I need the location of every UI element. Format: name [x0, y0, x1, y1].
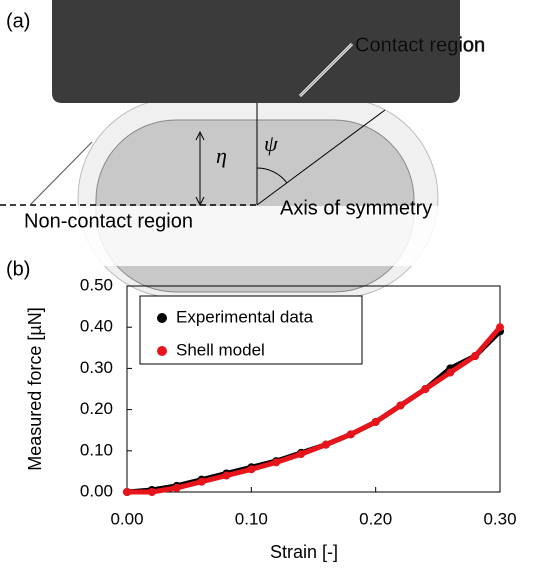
- data-point: [198, 478, 206, 486]
- noncontact-label: Non-contact region: [24, 210, 193, 232]
- data-point: [297, 450, 305, 458]
- legend-marker: [157, 313, 167, 323]
- data-point: [471, 352, 479, 360]
- data-point: [173, 484, 181, 492]
- y-tick-label: 0.30: [80, 358, 113, 377]
- data-point: [421, 385, 429, 393]
- data-point: [247, 465, 255, 473]
- axis-label: Axis of symmetry: [280, 197, 432, 219]
- contact-label: Contact region: [355, 34, 485, 56]
- data-point: [272, 458, 280, 466]
- y-axis-label: Measured force [µN]: [25, 307, 45, 470]
- panel-label: (a): [6, 10, 30, 32]
- legend-label: Experimental data: [176, 307, 314, 326]
- y-tick-label: 0.40: [80, 317, 113, 336]
- page: {"panels": {"a": "(a)", "b": "(b)"}, "di…: [0, 0, 543, 564]
- data-point: [372, 418, 380, 426]
- x-tick-label: 0.20: [359, 509, 392, 528]
- legend-label: Shell model: [176, 340, 265, 359]
- data-point: [123, 488, 131, 496]
- y-tick-label: 0.50: [80, 275, 113, 294]
- figure: (a) Contact region η ψ Non-contact regio…: [0, 0, 543, 564]
- x-axis-label: Strain [-]: [270, 542, 338, 562]
- x-tick-label: 0.30: [483, 509, 516, 528]
- data-point: [148, 488, 156, 496]
- data-point: [322, 441, 330, 449]
- x-tick-label: 0.00: [110, 509, 143, 528]
- y-tick-label: 0.20: [80, 399, 113, 418]
- data-point: [397, 401, 405, 409]
- legend-marker: [157, 346, 167, 356]
- psi-label: ψ: [264, 131, 278, 156]
- y-tick-label: 0.10: [80, 440, 113, 459]
- data-point: [222, 472, 230, 480]
- y-tick-label: 0.00: [80, 481, 113, 500]
- eta-label: η: [216, 143, 227, 168]
- data-point: [347, 430, 355, 438]
- x-tick-label: 0.10: [235, 509, 268, 528]
- data-point: [446, 369, 454, 377]
- panel-label: (b): [6, 258, 30, 280]
- data-point: [496, 323, 504, 331]
